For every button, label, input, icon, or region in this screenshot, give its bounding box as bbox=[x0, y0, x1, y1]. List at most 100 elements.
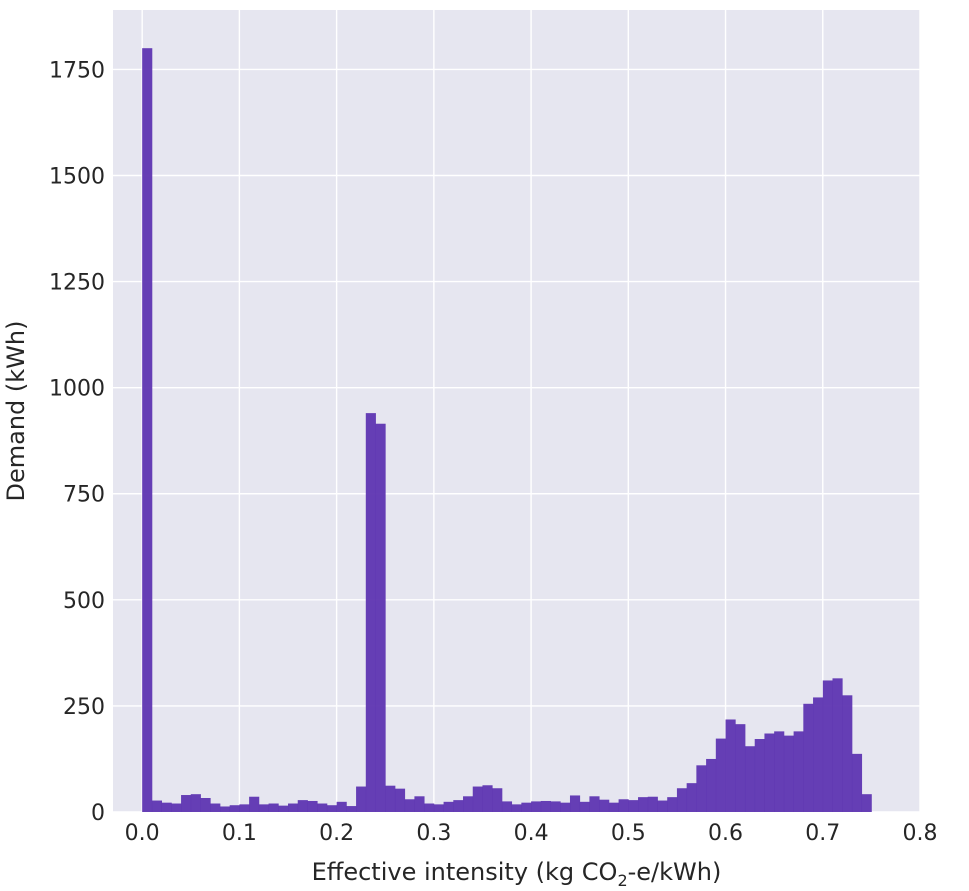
histogram-bar bbox=[356, 786, 367, 812]
histogram-bar bbox=[774, 731, 785, 812]
histogram-bar bbox=[686, 783, 697, 812]
histogram-bar bbox=[210, 803, 221, 812]
histogram-bar bbox=[404, 799, 415, 812]
histogram-bar bbox=[336, 801, 347, 812]
histogram-bar bbox=[715, 738, 726, 812]
histogram-bar bbox=[365, 413, 376, 812]
y-tick-label: 500 bbox=[63, 589, 105, 614]
histogram-bar bbox=[569, 795, 581, 812]
histogram-bar bbox=[735, 724, 746, 812]
histogram-bar bbox=[657, 800, 668, 812]
plot-background bbox=[113, 10, 920, 812]
histogram-bar bbox=[482, 785, 493, 812]
histogram-bar bbox=[181, 795, 192, 812]
histogram-bar bbox=[540, 800, 551, 812]
histogram-bar bbox=[618, 799, 629, 812]
histogram-bar bbox=[414, 796, 425, 812]
histogram-bar bbox=[647, 796, 658, 812]
histogram-bar bbox=[599, 799, 610, 812]
histogram-bar bbox=[326, 805, 338, 812]
histogram-bar bbox=[453, 800, 464, 812]
y-tick-label: 750 bbox=[63, 483, 105, 508]
histogram-bar bbox=[219, 806, 231, 812]
x-tick-label: 0.6 bbox=[708, 821, 743, 846]
histogram-bar bbox=[307, 800, 318, 812]
histogram-bar bbox=[268, 803, 279, 812]
histogram-bar bbox=[472, 786, 483, 812]
histogram-bar bbox=[385, 785, 396, 812]
histogram-bar bbox=[297, 800, 308, 812]
histogram-bar bbox=[783, 735, 795, 812]
x-gridlines bbox=[141, 10, 921, 812]
histogram-bar bbox=[278, 805, 289, 812]
x-tick-label: 0.1 bbox=[222, 821, 257, 846]
histogram-bar bbox=[628, 800, 639, 812]
histogram-bar bbox=[531, 801, 542, 812]
histogram-bar bbox=[317, 803, 328, 812]
y-tick-label: 0 bbox=[91, 801, 105, 826]
histogram-bar bbox=[171, 803, 182, 812]
histogram-bar bbox=[638, 797, 649, 812]
x-axis-title: Effective intensity (kg CO2-e/kWh) bbox=[312, 858, 722, 890]
histogram-bar bbox=[579, 801, 590, 812]
histogram-bar bbox=[832, 678, 843, 812]
y-tick-label: 1750 bbox=[49, 58, 105, 83]
x-axis-title-main: Effective intensity (kg CO bbox=[312, 858, 618, 886]
histogram-bar bbox=[676, 788, 688, 812]
y-axis-title: Demand (kWh) bbox=[2, 321, 30, 502]
histogram-bar bbox=[492, 788, 503, 812]
histogram-bar bbox=[754, 739, 765, 812]
histogram-bar bbox=[375, 423, 386, 812]
histogram-bar bbox=[463, 796, 474, 812]
y-tick-label: 1250 bbox=[49, 271, 105, 296]
histogram-bar bbox=[813, 697, 824, 812]
histogram-bar bbox=[239, 804, 250, 812]
histogram-bar bbox=[550, 801, 561, 812]
histogram-bar bbox=[744, 746, 756, 812]
x-tick-label: 0.8 bbox=[903, 821, 938, 846]
y-tick-label: 250 bbox=[63, 695, 105, 720]
histogram-bar bbox=[511, 804, 522, 812]
histogram-bar bbox=[424, 803, 435, 812]
histogram-bar bbox=[822, 680, 833, 812]
histogram-bar bbox=[258, 804, 269, 812]
histogram-bar bbox=[142, 48, 153, 812]
histogram-bar bbox=[764, 733, 775, 812]
histogram-bar bbox=[560, 802, 571, 812]
x-axis-title-subscript: 2 bbox=[617, 871, 627, 890]
histogram-bar bbox=[394, 788, 406, 812]
x-tick-label: 0.2 bbox=[319, 821, 354, 846]
histogram-bars bbox=[142, 48, 872, 812]
x-tick-label: 0.5 bbox=[611, 821, 646, 846]
histogram-bar bbox=[151, 800, 163, 812]
histogram-bar bbox=[200, 797, 211, 812]
histogram-bar bbox=[706, 758, 717, 812]
histogram-bar bbox=[346, 806, 357, 812]
histogram-bar bbox=[851, 753, 863, 812]
histogram-bar bbox=[501, 801, 513, 812]
x-tick-label: 0.3 bbox=[416, 821, 451, 846]
y-tick-labels: 0 250 500 750 1000 1250 1500 1750 bbox=[49, 58, 105, 826]
histogram-bar bbox=[521, 802, 532, 812]
histogram-bar bbox=[229, 805, 240, 812]
histogram-bar bbox=[433, 804, 444, 812]
histogram-bar bbox=[190, 794, 201, 812]
x-tick-labels: 0.0 0.1 0.2 0.3 0.4 0.5 0.6 0.7 0.8 bbox=[125, 821, 938, 846]
x-tick-label: 0.7 bbox=[805, 821, 840, 846]
histogram-bar bbox=[861, 794, 872, 812]
histogram-bar bbox=[696, 765, 707, 812]
histogram-bar bbox=[161, 802, 172, 812]
histogram-bar bbox=[443, 801, 454, 812]
histogram-bar bbox=[249, 796, 260, 812]
histogram-bar bbox=[608, 802, 619, 812]
x-tick-label: 0.0 bbox=[125, 821, 160, 846]
y-tick-label: 1500 bbox=[49, 164, 105, 189]
histogram-bar bbox=[589, 796, 600, 812]
x-tick-label: 0.4 bbox=[514, 821, 549, 846]
histogram-bar bbox=[842, 695, 853, 812]
histogram-bar bbox=[288, 803, 299, 812]
histogram-bar bbox=[667, 797, 678, 812]
x-axis-title-suffix: -e/kWh) bbox=[628, 858, 722, 886]
histogram-bar bbox=[803, 703, 814, 812]
